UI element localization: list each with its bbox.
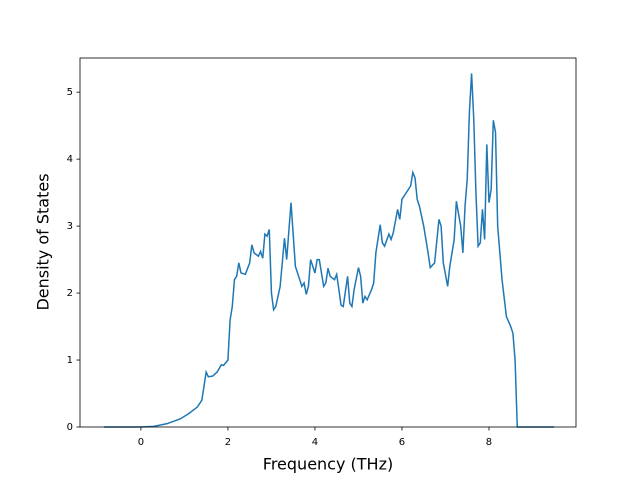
- y-tick-label: 2: [67, 288, 73, 299]
- y-tick-label: 3: [67, 221, 73, 232]
- plot-frame: [79, 57, 577, 428]
- y-tick-label: 5: [67, 87, 73, 98]
- x-tick-label: 6: [399, 437, 405, 448]
- y-tick-label: 4: [67, 154, 73, 165]
- x-axis-label: Frequency (THz): [263, 455, 393, 474]
- x-tick-label: 4: [312, 437, 318, 448]
- y-axis-label: Density of States: [34, 173, 53, 310]
- x-tick-label: 0: [138, 437, 144, 448]
- y-tick-label: 1: [67, 355, 73, 366]
- y-tick-label: 0: [67, 422, 73, 433]
- x-tick-label: 8: [486, 437, 492, 448]
- dos-line: [103, 73, 555, 428]
- x-tick-label: 2: [225, 437, 231, 448]
